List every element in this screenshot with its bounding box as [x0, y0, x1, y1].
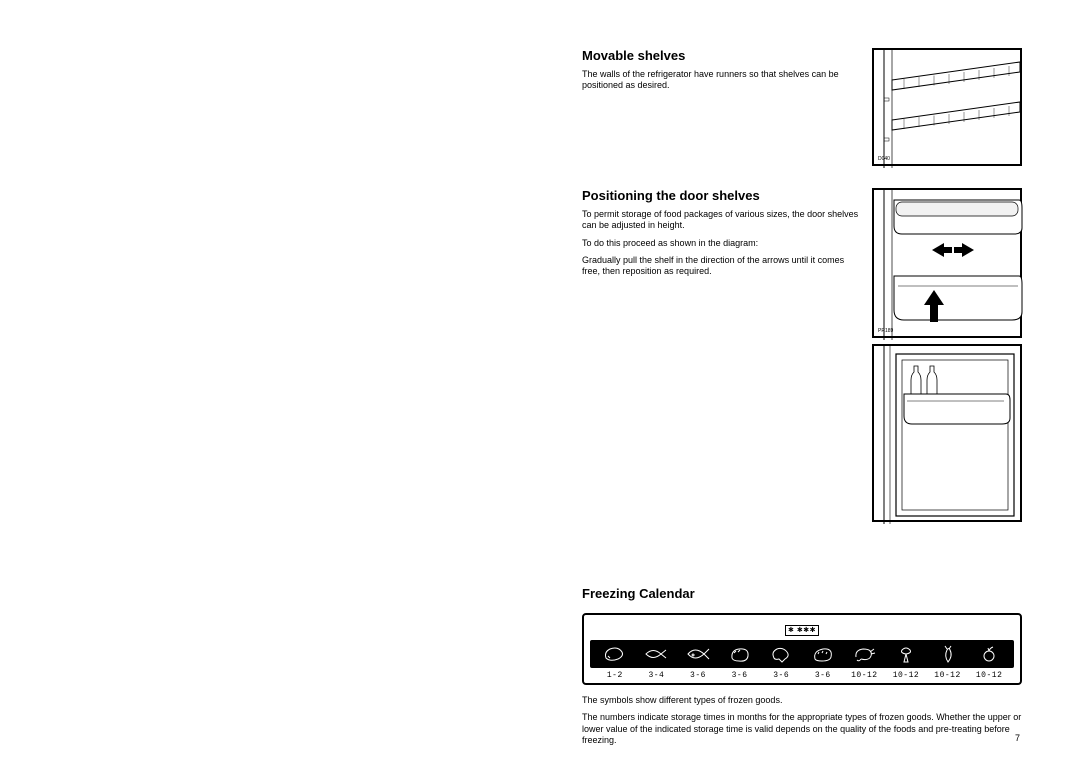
month-6: 10-12 [850, 671, 878, 680]
month-2: 3-6 [684, 671, 712, 680]
month-9: 10-12 [975, 671, 1003, 680]
month-8: 10-12 [934, 671, 962, 680]
door-shelves-diagram-2 [872, 344, 1022, 522]
food-icon-meat [602, 644, 628, 664]
food-icon-sausage [727, 644, 753, 664]
food-icon-shrimp [851, 644, 877, 664]
food-icon-fruit [976, 644, 1002, 664]
food-icon-icecream [893, 644, 919, 664]
food-icon-strip [590, 640, 1014, 668]
movable-shelves-diagram: D040 [872, 48, 1022, 166]
month-4: 3-6 [767, 671, 795, 680]
freezing-note-1: The symbols show different types of froz… [582, 695, 1022, 706]
food-icon-bread [810, 644, 836, 664]
freezing-calendar: ✱ ✱✱✱ 1-2 3-4 3-6 3-6 3-6 [582, 613, 1022, 685]
door-shelves-heading: Positioning the door shelves [582, 188, 862, 203]
freezing-note-2: The numbers indicate storage times in mo… [582, 712, 1022, 746]
freezing-calendar-heading: Freezing Calendar [582, 586, 1022, 601]
months-row: 1-2 3-4 3-6 3-6 3-6 3-6 10-12 10-12 10-1… [590, 668, 1014, 680]
fig1-label: D040 [878, 156, 890, 162]
month-3: 3-6 [726, 671, 754, 680]
food-icon-fish-1 [643, 644, 669, 664]
month-0: 1-2 [601, 671, 629, 680]
month-5: 3-6 [809, 671, 837, 680]
door-shelves-p1: To permit storage of food packages of va… [582, 209, 862, 232]
movable-shelves-text: The walls of the refrigerator have runne… [582, 69, 862, 92]
freezer-stars-badge: ✱ ✱✱✱ [785, 625, 819, 636]
month-7: 10-12 [892, 671, 920, 680]
door-shelves-p3: Gradually pull the shelf in the directio… [582, 255, 862, 278]
food-icon-poultry [768, 644, 794, 664]
page-number: 7 [1015, 733, 1020, 743]
movable-shelves-heading: Movable shelves [582, 48, 862, 63]
month-1: 3-4 [642, 671, 670, 680]
door-shelves-p2: To do this proceed as shown in the diagr… [582, 238, 862, 249]
food-icon-fish-2 [685, 644, 711, 664]
fig2-label: PR189 [878, 328, 893, 334]
food-icon-vegetable [935, 644, 961, 664]
door-shelves-diagram-1: PR189 [872, 188, 1022, 338]
